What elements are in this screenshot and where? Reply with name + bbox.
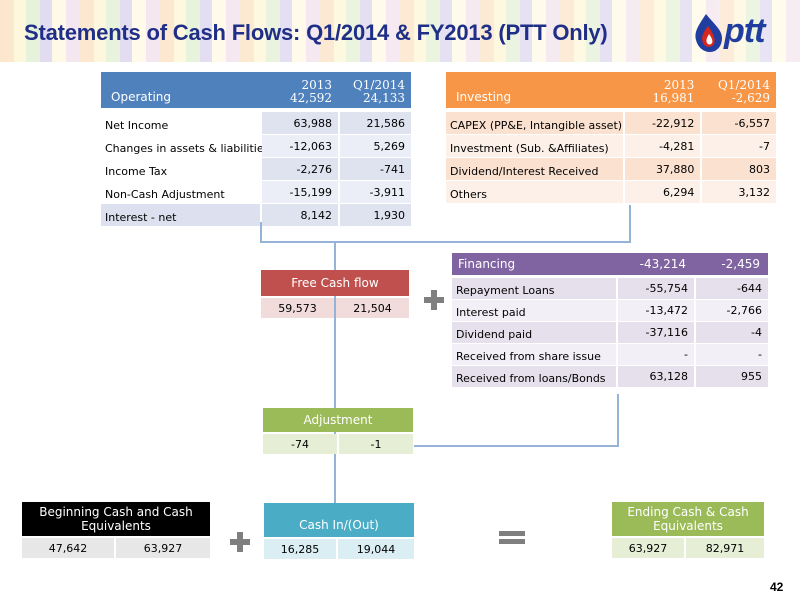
connector-financing-horizontal xyxy=(414,445,619,447)
beginning-cash-box: Beginning Cash and Cash Equivalents 47,6… xyxy=(22,502,210,558)
table-row: Dividend/Interest Received 37,880 803 xyxy=(446,158,776,180)
ending-cash-box: Ending Cash & Cash Equivalents 63,927 82… xyxy=(612,502,764,558)
col-total: -2,629 xyxy=(731,91,771,105)
connector-operating-down xyxy=(260,222,262,242)
cash-in-out-title: Cash In/(Out) xyxy=(264,503,414,537)
header-banner xyxy=(0,0,800,62)
table-row: Net Income 63,988 21,586 xyxy=(101,112,411,134)
adjustment-title: Adjustment xyxy=(263,408,413,432)
plus-icon xyxy=(230,532,250,552)
value-2013: -74 xyxy=(263,434,337,454)
banner-overlay xyxy=(0,0,800,62)
table-row: Others 6,294 3,132 xyxy=(446,181,776,203)
table-row: Non-Cash Adjustment -15,199 -3,911 xyxy=(101,181,411,203)
ptt-flame-logo-icon xyxy=(695,14,722,52)
financing-total-q1: -2,459 xyxy=(721,256,760,271)
value-q1: 21,504 xyxy=(336,298,409,318)
adjustment-values: -74 -1 xyxy=(263,434,413,454)
connector-investing-down xyxy=(629,205,631,242)
financing-table: Financing -43,214 -2,459 Repayment Loans… xyxy=(452,253,768,387)
value-2013: 16,285 xyxy=(264,539,336,559)
investing-table: Investing 2013 16,981 Q1/2014 -2,629 CAP… xyxy=(446,72,776,203)
financing-total-2013: -43,214 xyxy=(639,256,686,271)
logo-wordmark: ptt xyxy=(724,12,765,50)
col-total: 16,981 xyxy=(652,91,695,105)
table-row: Dividend paid -37,116 -4 xyxy=(452,322,768,343)
value-q1: -1 xyxy=(339,434,413,454)
beginning-cash-values: 47,642 63,927 xyxy=(22,538,210,558)
investing-col-2013: 2013 16,981 xyxy=(625,72,701,108)
col-label: 2013 xyxy=(301,78,332,92)
col-label: 2013 xyxy=(663,78,695,92)
adjustment-box: Adjustment -74 -1 xyxy=(263,408,413,454)
col-total: 24,133 xyxy=(363,91,405,105)
operating-title: Operating xyxy=(111,90,171,104)
page-number: 42 xyxy=(770,580,784,594)
free-cash-flow-title: Free Cash flow xyxy=(261,270,409,296)
connector-financing-down xyxy=(617,394,619,446)
col-label: Q1/2014 xyxy=(717,78,771,92)
table-row: Received from share issue - - xyxy=(452,344,768,365)
value-2013: 63,927 xyxy=(612,538,684,558)
table-row: Changes in assets & liabilities -12,063 … xyxy=(101,135,411,157)
value-2013: 59,573 xyxy=(261,298,334,318)
col-total: 42,592 xyxy=(290,91,332,105)
table-row: Income Tax -2,276 -741 xyxy=(101,158,411,180)
table-row: Interest - net 8,142 1,930 xyxy=(101,204,411,226)
beginning-cash-title: Beginning Cash and Cash Equivalents xyxy=(22,502,210,536)
table-row: Repayment Loans -55,754 -644 xyxy=(452,278,768,299)
investing-title: Investing xyxy=(456,90,512,104)
investing-header: Investing 2013 16,981 Q1/2014 -2,629 xyxy=(446,72,776,108)
value-2013: 47,642 xyxy=(22,538,114,558)
investing-col-q1: Q1/2014 -2,629 xyxy=(702,72,776,108)
operating-col-q1: Q1/2014 24,133 xyxy=(340,72,411,108)
page-title: Statements of Cash Flows: Q1/2014 & FY20… xyxy=(24,20,608,45)
cash-in-out-box: Cash In/(Out) 16,285 19,044 xyxy=(264,503,414,559)
ending-cash-title: Ending Cash & Cash Equivalents xyxy=(612,502,764,536)
table-row: Investment (Sub. &Affiliates) -4,281 -7 xyxy=(446,135,776,157)
value-q1: 63,927 xyxy=(116,538,210,558)
table-row: Received from loans/Bonds 63,128 955 xyxy=(452,366,768,387)
ending-cash-values: 63,927 82,971 xyxy=(612,538,764,558)
table-row: Interest paid -13,472 -2,766 xyxy=(452,300,768,321)
table-row: CAPEX (PP&E, Intangible asset) -22,912 -… xyxy=(446,112,776,134)
free-cash-flow-values: 59,573 21,504 xyxy=(261,298,409,318)
financing-header: Financing -43,214 -2,459 xyxy=(452,253,768,275)
operating-header: Operating 2013 42,592 Q1/2014 24,133 xyxy=(101,72,411,108)
connector-top-horizontal xyxy=(260,241,631,243)
col-label: Q1/2014 xyxy=(352,78,405,92)
equals-icon xyxy=(499,531,525,545)
cash-in-out-values: 16,285 19,044 xyxy=(264,539,414,559)
plus-icon xyxy=(424,290,444,310)
connector-center-vertical xyxy=(334,242,336,504)
operating-col-2013: 2013 42,592 xyxy=(262,72,338,108)
financing-title: Financing xyxy=(458,257,516,271)
free-cash-flow-box: Free Cash flow 59,573 21,504 xyxy=(261,270,409,318)
value-q1: 82,971 xyxy=(686,538,764,558)
operating-table: Operating 2013 42,592 Q1/2014 24,133 Net… xyxy=(101,72,411,226)
value-q1: 19,044 xyxy=(338,539,414,559)
